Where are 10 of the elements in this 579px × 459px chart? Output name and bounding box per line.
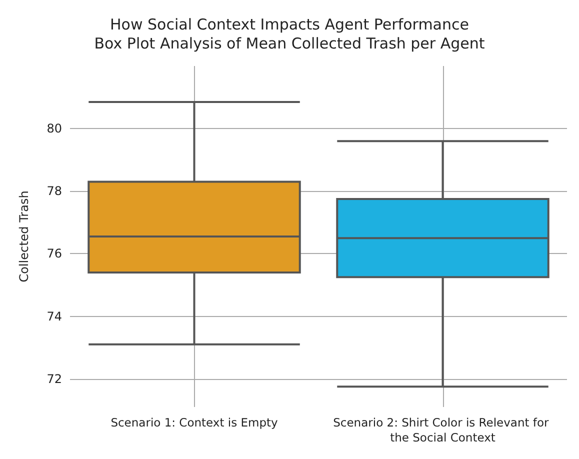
y-tick-label: 74 [46, 309, 62, 324]
y-tick-label: 78 [46, 184, 62, 198]
x-tick-label: Scenario 1: Context is Empty [110, 416, 278, 430]
y-axis-title: Collected Trash [17, 190, 31, 282]
x-tick-label: Scenario 2: Shirt Color is Relevant for the Social Context [333, 416, 552, 444]
y-tick-label: 76 [46, 246, 62, 261]
chart-title: How Social Context Impacts Agent Performance [110, 16, 469, 34]
chart-subtitle: Box Plot Analysis of Mean Collected Trash per Agent [94, 34, 485, 52]
y-tick-label: 80 [46, 122, 62, 136]
y-tick-label: 72 [46, 372, 62, 386]
